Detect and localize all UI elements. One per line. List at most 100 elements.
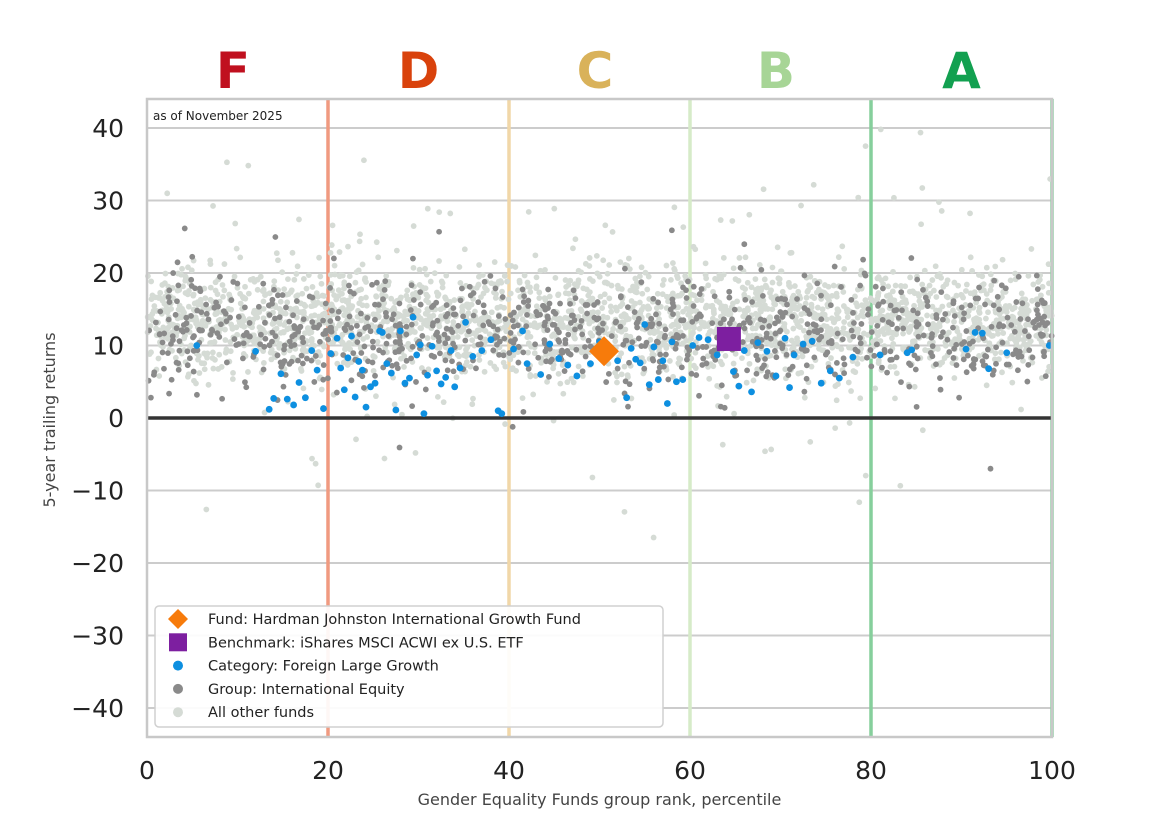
other-fund-point [229,325,236,332]
group-point [789,313,796,320]
other-fund-point [342,346,348,353]
group-point [980,362,987,369]
other-fund-point [945,329,952,336]
other-fund-point [1046,280,1052,287]
other-fund-point [417,325,424,331]
other-fund-point [995,356,1002,363]
other-fund-point [835,315,842,322]
other-fund-point [164,190,171,197]
other-fund-point [830,282,837,289]
other-fund-point [300,385,307,392]
group-point [535,354,542,361]
other-fund-point [690,243,697,250]
other-fund-point [463,346,469,353]
other-fund-point [864,300,871,307]
other-fund-point [854,360,861,367]
other-fund-point [537,267,544,274]
group-point [367,328,374,335]
group-point [731,306,738,313]
other-fund-point [415,293,421,300]
group-point [906,383,913,390]
category-point [632,355,640,363]
other-fund-point [804,288,811,295]
other-fund-point [632,300,639,307]
other-fund-point [331,271,338,278]
other-fund-point [469,401,476,408]
group-point [961,310,968,317]
category-point [447,347,455,354]
other-fund-point [565,325,571,332]
group-point [166,390,172,397]
other-fund-point [318,280,325,287]
group-point [684,344,691,351]
category-point [277,370,285,378]
other-fund-point [327,249,334,256]
other-fund-point [602,222,609,229]
group-point [1010,351,1016,358]
other-fund-point [810,181,817,188]
other-fund-point [647,329,654,336]
other-fund-point [771,300,778,307]
group-point [219,395,225,402]
other-fund-point [746,334,752,341]
other-fund-point [451,297,458,303]
group-point [422,386,429,393]
y-tick-label: 20 [92,259,124,288]
other-fund-point [983,382,990,389]
group-point [742,296,749,303]
group-point [584,310,590,317]
other-fund-point [156,373,163,379]
group-point [749,299,755,305]
other-fund-point [363,294,369,301]
group-point [951,345,958,352]
other-fund-point [769,279,776,286]
other-fund-point [456,344,463,351]
other-fund-point [674,275,681,281]
other-fund-point [691,292,698,299]
group-point [833,359,840,366]
other-fund-point [450,319,457,325]
other-fund-point [825,283,832,290]
group-point [152,319,159,326]
other-fund-point [848,388,854,394]
other-fund-point [393,247,400,254]
group-point [455,322,462,329]
group-point [970,356,977,362]
group-point [741,241,748,248]
other-fund-point [919,427,926,434]
other-fund-point [303,285,310,292]
other-fund-point [889,335,895,342]
category-point [555,355,563,362]
other-fund-point [391,401,398,408]
group-point [475,299,482,306]
group-point [557,300,563,307]
group-point [487,272,494,279]
other-fund-point [800,327,807,334]
other-fund-point [840,325,847,332]
group-point [969,338,976,345]
group-point [600,320,606,327]
other-fund-point [556,315,563,322]
group-point [250,354,257,360]
other-fund-point [1046,363,1053,370]
other-fund-point [929,303,936,310]
other-fund-point [205,381,212,388]
other-fund-point [846,344,852,351]
other-fund-point [1028,246,1035,252]
group-point [450,305,457,312]
group-point [641,365,648,372]
group-point [350,350,357,356]
group-point [190,368,197,375]
other-fund-point [839,243,846,250]
group-point [525,365,532,372]
group-point [889,356,895,363]
other-fund-point [722,352,729,359]
group-point [165,294,172,301]
other-fund-point [559,362,566,368]
category-point [1003,349,1011,357]
other-fund-point [391,304,397,311]
group-point [525,303,532,309]
group-point [431,353,438,360]
other-fund-point [439,280,446,286]
group-point [712,356,719,363]
